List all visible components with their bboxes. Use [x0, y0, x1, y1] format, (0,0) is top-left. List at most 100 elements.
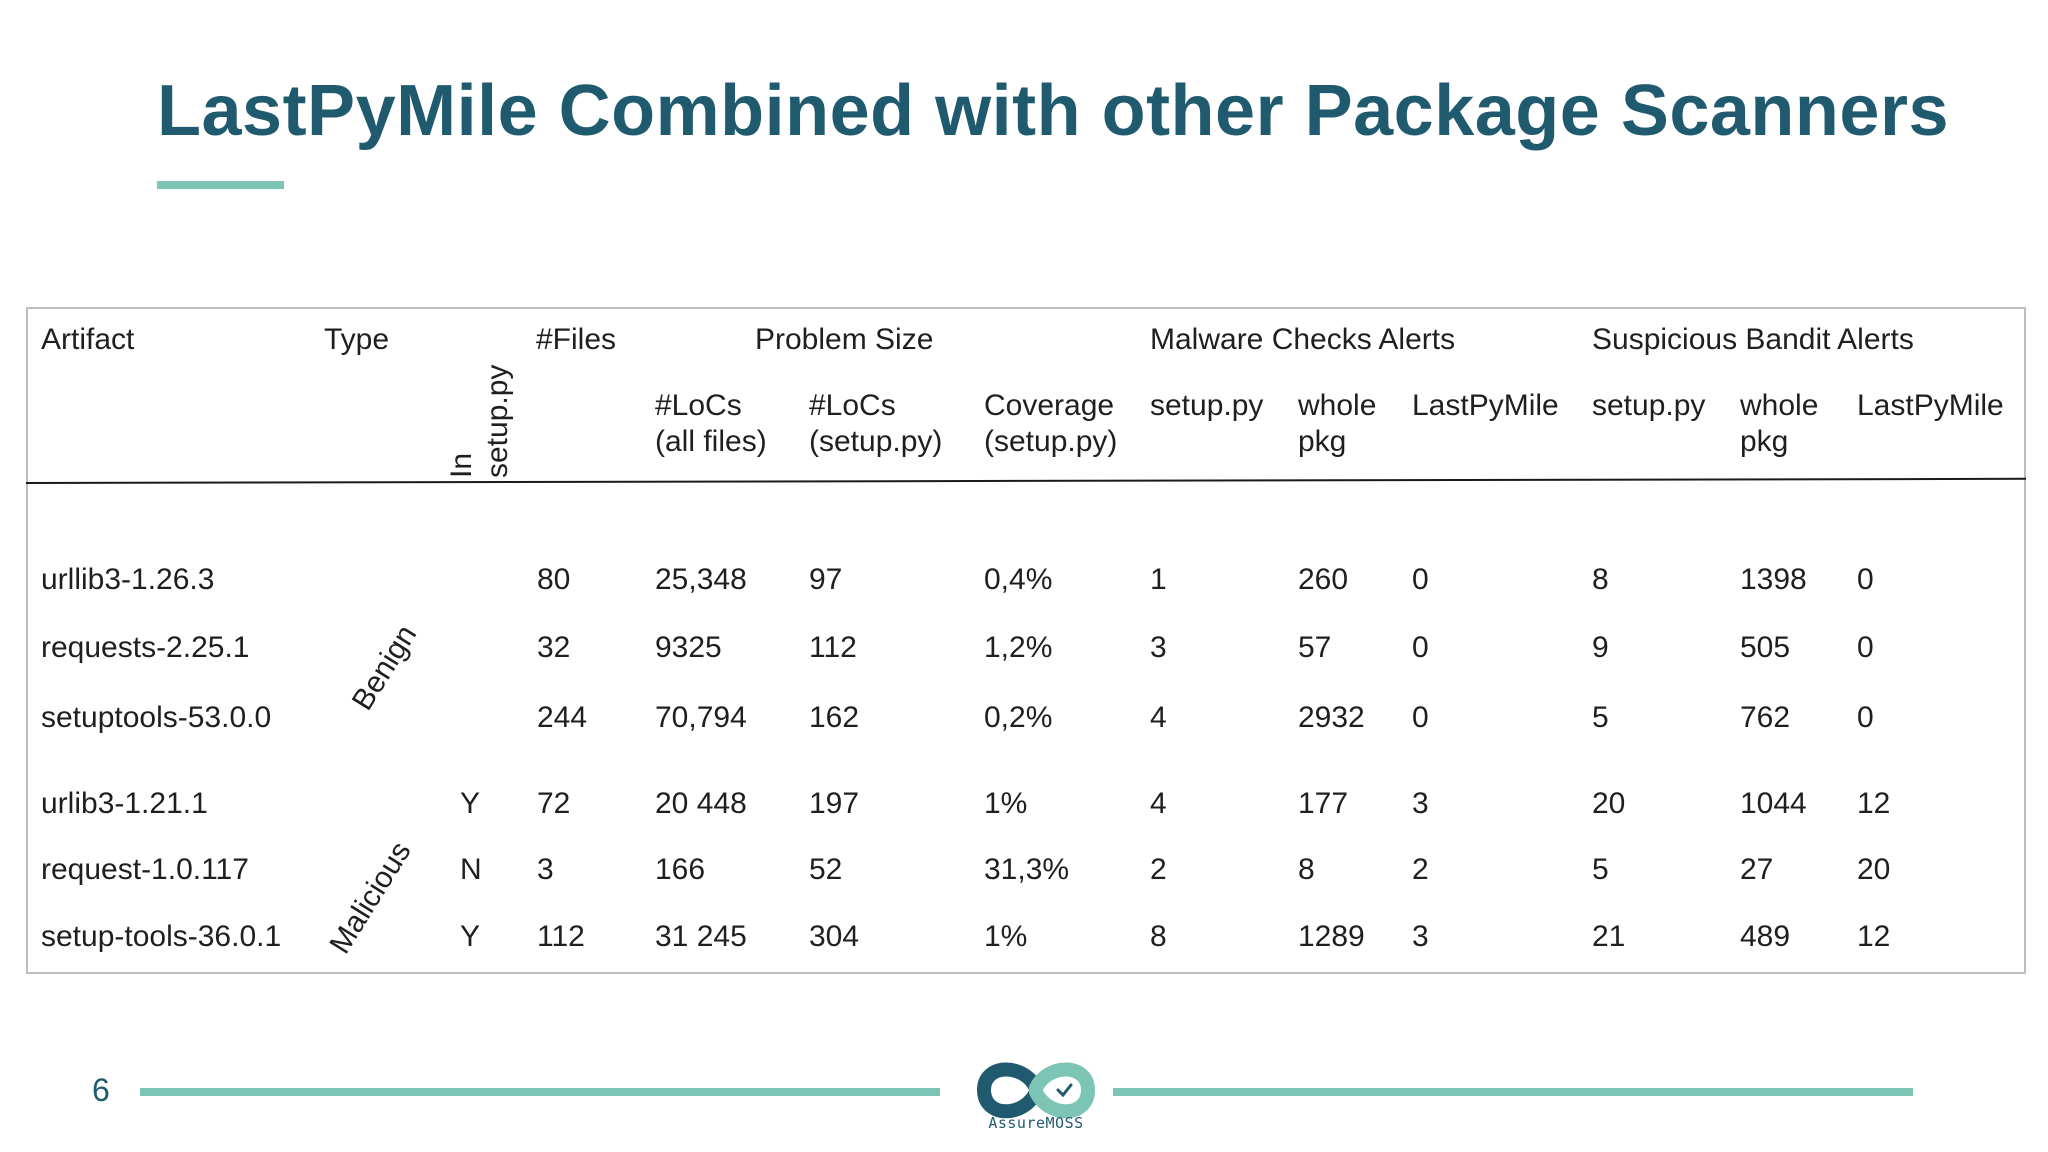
cell-malware-lastpymile: 3 — [1412, 920, 1429, 953]
cell-malware-setup: 4 — [1150, 787, 1167, 820]
cell-malware-setup: 1 — [1150, 563, 1167, 596]
cell-files: 80 — [537, 563, 571, 596]
cell-in-setup: Y — [460, 787, 481, 820]
header-artifact: Artifact — [41, 323, 135, 356]
cell-coverage: 1% — [984, 920, 1028, 953]
cell-artifact: request-1.0.117 — [41, 853, 249, 886]
title-underline — [157, 181, 284, 189]
cell-bandit-whole: 762 — [1740, 701, 1791, 734]
header-malware-whole: whole pkg — [1298, 388, 1376, 460]
cell-bandit-setup: 5 — [1592, 853, 1609, 886]
assuremoss-logo-icon — [976, 1062, 1096, 1119]
cell-locs-all: 9325 — [655, 631, 722, 664]
header-locs-setup-line2: (setup.py) — [809, 425, 943, 458]
cell-locs-setup: 52 — [809, 853, 843, 886]
cell-in-setup: N — [460, 853, 482, 886]
header-problem-size: Problem Size — [755, 323, 934, 356]
cell-artifact: setuptools-53.0.0 — [41, 701, 272, 734]
cell-bandit-lastpymile: 0 — [1857, 631, 1874, 664]
header-bandit-whole: whole pkg — [1740, 388, 1818, 460]
cell-malware-whole: 177 — [1298, 787, 1349, 820]
header-in-setup-line1: In — [445, 452, 478, 478]
cell-malware-setup: 8 — [1150, 920, 1167, 953]
cell-files: 244 — [537, 701, 588, 734]
cell-malware-whole: 57 — [1298, 631, 1332, 664]
header-locs-setup-line1: #LoCs — [809, 389, 896, 422]
cell-bandit-whole: 505 — [1740, 631, 1791, 664]
cell-locs-setup: 304 — [809, 920, 860, 953]
cell-bandit-lastpymile: 0 — [1857, 563, 1874, 596]
header-type: Type — [324, 323, 390, 356]
cell-files: 32 — [537, 631, 571, 664]
cell-coverage: 1% — [984, 787, 1028, 820]
cell-bandit-lastpymile: 12 — [1857, 920, 1891, 953]
footer-line-right — [1113, 1088, 1913, 1096]
results-table — [26, 307, 2026, 974]
header-locs-all: #LoCs (all files) — [655, 388, 767, 460]
cell-malware-setup: 2 — [1150, 853, 1167, 886]
header-malware-whole-line2: pkg — [1298, 425, 1347, 458]
cell-files: 72 — [537, 787, 571, 820]
cell-coverage: 1,2% — [984, 631, 1053, 664]
cell-artifact: requests-2.25.1 — [41, 631, 250, 664]
header-in-setup: In setup.py — [444, 338, 516, 478]
cell-malware-whole: 1289 — [1298, 920, 1365, 953]
cell-locs-setup: 197 — [809, 787, 860, 820]
cell-bandit-setup: 8 — [1592, 563, 1609, 596]
header-bandit-lastpymile: LastPyMile — [1857, 389, 2004, 422]
cell-bandit-setup: 21 — [1592, 920, 1626, 953]
header-in-setup-line2: setup.py — [481, 364, 514, 478]
cell-coverage: 31,3% — [984, 853, 1070, 886]
cell-malware-whole: 2932 — [1298, 701, 1365, 734]
cell-locs-setup: 162 — [809, 701, 860, 734]
cell-locs-all: 70,794 — [655, 701, 747, 734]
cell-malware-lastpymile: 2 — [1412, 853, 1429, 886]
cell-malware-lastpymile: 0 — [1412, 701, 1429, 734]
page-number: 6 — [92, 1072, 110, 1108]
header-coverage-line2: (setup.py) — [984, 425, 1118, 458]
cell-bandit-setup: 5 — [1592, 701, 1609, 734]
cell-malware-setup: 3 — [1150, 631, 1167, 664]
header-malware-whole-line1: whole — [1298, 389, 1377, 422]
cell-locs-all: 31 245 — [655, 920, 747, 953]
cell-files: 3 — [537, 853, 554, 886]
header-bandit-setup: setup.py — [1592, 389, 1706, 422]
header-bandit-whole-line1: whole — [1740, 389, 1819, 422]
cell-malware-lastpymile: 0 — [1412, 563, 1429, 596]
header-locs-all-line2: (all files) — [655, 425, 767, 458]
cell-artifact: setup-tools-36.0.1 — [41, 920, 282, 953]
cell-bandit-whole: 1044 — [1740, 787, 1807, 820]
header-coverage: Coverage (setup.py) — [984, 388, 1117, 460]
header-malware-setup: setup.py — [1150, 389, 1264, 422]
logo-text: AssureMOSS — [988, 1114, 1084, 1132]
cell-bandit-whole: 1398 — [1740, 563, 1807, 596]
cell-malware-lastpymile: 0 — [1412, 631, 1429, 664]
cell-bandit-setup: 20 — [1592, 787, 1626, 820]
header-files: #Files — [536, 323, 617, 356]
cell-malware-whole: 8 — [1298, 853, 1315, 886]
header-malware-lastpymile: LastPyMile — [1412, 389, 1559, 422]
footer-line-left — [140, 1088, 940, 1096]
cell-locs-all: 25,348 — [655, 563, 747, 596]
cell-locs-setup: 97 — [809, 563, 843, 596]
cell-malware-whole: 260 — [1298, 563, 1349, 596]
cell-locs-setup: 112 — [809, 631, 857, 664]
cell-artifact: urllib3-1.26.3 — [41, 563, 215, 596]
header-bandit-whole-line2: pkg — [1740, 425, 1789, 458]
cell-bandit-lastpymile: 20 — [1857, 853, 1891, 886]
cell-bandit-lastpymile: 0 — [1857, 701, 1874, 734]
cell-bandit-setup: 9 — [1592, 631, 1609, 664]
header-coverage-line1: Coverage — [984, 389, 1115, 422]
cell-in-setup: Y — [460, 920, 481, 953]
cell-artifact: urlib3-1.21.1 — [41, 787, 208, 820]
cell-files: 112 — [537, 920, 585, 953]
cell-malware-lastpymile: 3 — [1412, 787, 1429, 820]
header-malware-checks: Malware Checks Alerts — [1150, 323, 1456, 356]
cell-bandit-whole: 489 — [1740, 920, 1791, 953]
header-bandit-alerts: Suspicious Bandit Alerts — [1592, 323, 1914, 356]
header-locs-setup: #LoCs (setup.py) — [809, 388, 942, 460]
cell-coverage: 0,4% — [984, 563, 1053, 596]
header-locs-all-line1: #LoCs — [655, 389, 742, 422]
cell-locs-all: 20 448 — [655, 787, 747, 820]
cell-malware-setup: 4 — [1150, 701, 1167, 734]
